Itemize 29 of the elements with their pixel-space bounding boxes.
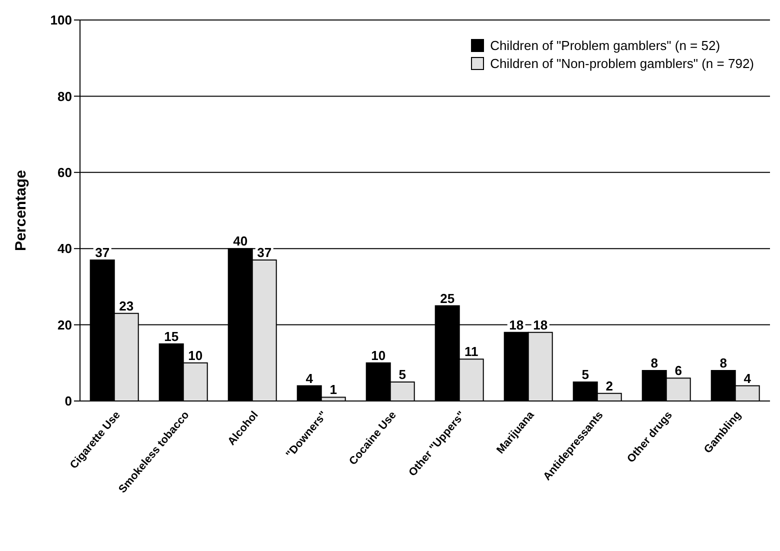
y-tick-label: 20 — [58, 317, 72, 332]
data-label: 8 — [720, 356, 727, 371]
legend-label: Children of "Non-problem gamblers" (n = 792) — [490, 56, 754, 71]
data-label: 40 — [233, 234, 248, 249]
data-label: 5 — [398, 366, 406, 382]
y-tick-label: 100 — [50, 12, 72, 28]
y-tick-label: 80 — [58, 88, 72, 104]
data-label: 6 — [674, 363, 682, 378]
data-label: 8 — [650, 356, 658, 371]
data-label: 25 — [440, 290, 455, 306]
data-label: 18 — [533, 317, 548, 332]
data-label: 1 — [330, 382, 337, 398]
data-label: 10 — [371, 348, 386, 363]
y-tick-label: 0 — [64, 394, 72, 409]
data-label: 2 — [606, 378, 613, 394]
data-label: 4 — [744, 370, 752, 386]
data-label: 5 — [582, 366, 589, 382]
data-label: 23 — [119, 298, 134, 314]
data-label: 4 — [306, 370, 314, 386]
y-axis-title: Percentage — [12, 170, 30, 251]
legend-label: Children of "Problem gamblers" (n = 52) — [490, 38, 720, 53]
y-tick-label: 40 — [58, 241, 72, 256]
data-label: 11 — [464, 344, 478, 360]
data-label: 15 — [164, 328, 179, 344]
data-label: 10 — [188, 348, 203, 363]
data-label: 37 — [95, 245, 110, 260]
y-tick-label: 60 — [58, 165, 72, 180]
data-label: 18 — [509, 317, 524, 332]
data-label: 37 — [257, 245, 272, 260]
